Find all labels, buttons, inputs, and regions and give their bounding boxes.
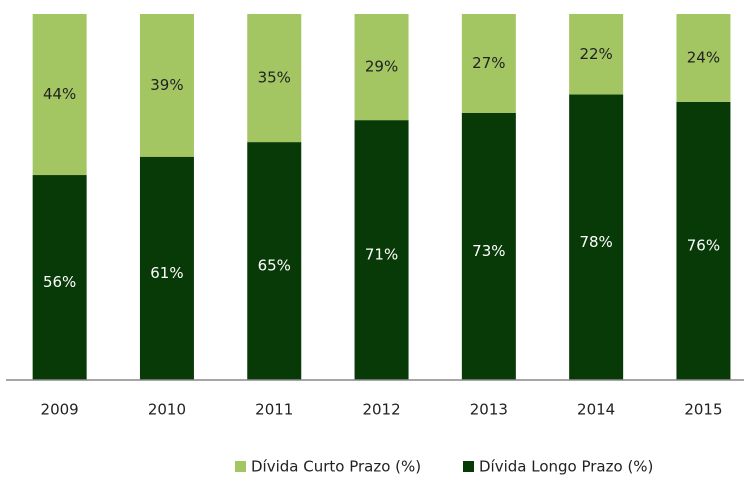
data-label: 76%: [687, 236, 720, 254]
bar-segment: [569, 94, 624, 381]
data-label: 44%: [43, 85, 76, 103]
bar-segment: [461, 14, 516, 113]
legend-label: Dívida Curto Prazo (%): [251, 458, 421, 476]
bar-segment: [32, 14, 87, 176]
bar-segment: [139, 14, 194, 157]
bar-segment: [354, 120, 409, 380]
data-label: 61%: [150, 264, 183, 282]
legend-label: Dívida Longo Prazo (%): [479, 458, 653, 476]
x-tick-label: 2009: [41, 401, 79, 419]
x-tick-label: 2014: [577, 401, 615, 419]
x-tick-label: 2015: [684, 401, 722, 419]
bar-segment: [247, 142, 302, 380]
bar-segment: [354, 14, 409, 121]
legend-swatch: [235, 461, 246, 472]
data-label: 56%: [43, 273, 76, 291]
data-label: 65%: [258, 257, 291, 275]
data-label: 78%: [579, 233, 612, 251]
x-tick-label: 2011: [255, 401, 293, 419]
data-label: 27%: [472, 54, 505, 72]
data-label: 39%: [150, 76, 183, 94]
bar-segment: [461, 112, 516, 380]
data-label: 24%: [687, 48, 720, 66]
bar-segment: [569, 14, 624, 95]
data-label: 29%: [365, 58, 398, 76]
data-label: 73%: [472, 242, 505, 260]
data-label: 71%: [365, 246, 398, 264]
bar-segment: [676, 101, 731, 380]
bar-segment: [32, 175, 87, 380]
legend-swatch: [463, 461, 474, 472]
bar-segment: [139, 156, 194, 380]
bar-segment: [676, 14, 731, 102]
data-label: 35%: [258, 69, 291, 87]
x-tick-label: 2010: [148, 401, 186, 419]
x-tick-label: 2012: [362, 401, 400, 419]
bar-segment: [247, 14, 302, 143]
data-label: 22%: [579, 45, 612, 63]
x-tick-label: 2013: [470, 401, 508, 419]
